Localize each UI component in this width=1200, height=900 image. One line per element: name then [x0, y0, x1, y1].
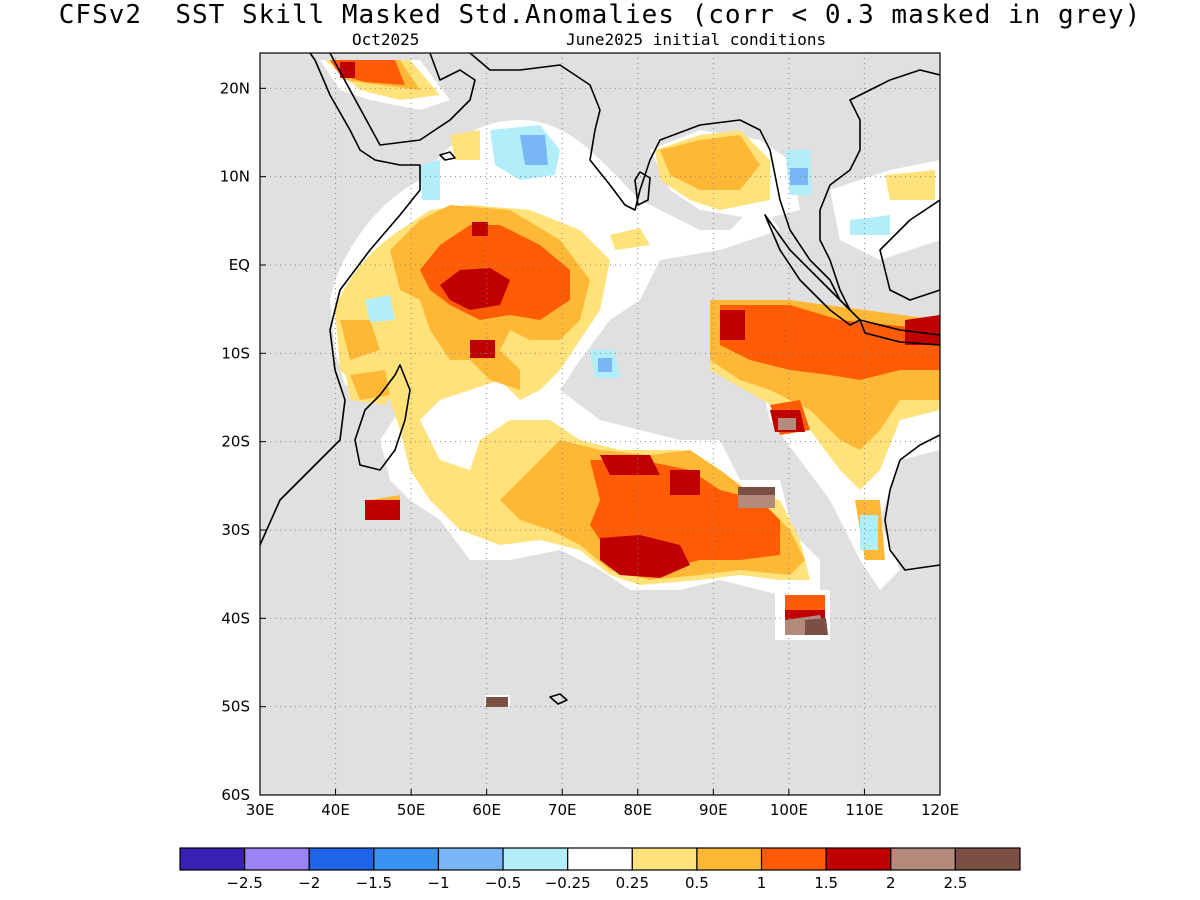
colorbar-swatch [179, 847, 246, 871]
colorbar-label: −1.5 [356, 874, 392, 892]
colorbar-label: −0.5 [485, 874, 521, 892]
lon-tick-label: 100E [770, 801, 808, 819]
very-strong-positive-madagascar [470, 340, 495, 358]
map-plot-area [260, 53, 940, 795]
coastline-madagascar [354, 364, 411, 471]
colorbar-swatch [244, 847, 310, 871]
colorbar-label: 2 [886, 874, 896, 892]
lat-tick-label: 50S [221, 698, 250, 716]
initial-conditions: June2025 initial conditions [566, 30, 827, 49]
strong-positive-indonesia [720, 305, 940, 380]
lon-tick-label: 110E [845, 801, 883, 819]
lat-tick-label: 10N [220, 168, 250, 186]
lat-tick-label: 20S [221, 433, 250, 451]
colorbar-swatch [437, 847, 504, 871]
extreme-positive-east-core [738, 487, 775, 495]
moderate-negative-arabian-sea [520, 135, 548, 165]
very-strong-positive-southwest [365, 500, 400, 520]
coastline-australia [884, 434, 940, 571]
lat-tick-label: 60S [221, 786, 250, 804]
weak-negative-west [365, 295, 395, 322]
coastline-sri-lanka [634, 171, 651, 206]
colorbar-swatch [373, 847, 440, 871]
colorbar-label: −0.25 [545, 874, 591, 892]
map-frame [259, 52, 941, 796]
colorbar-label: 1.5 [814, 874, 838, 892]
coastline-myanmar-malay [774, 69, 940, 311]
very-strong-positive-central [440, 268, 510, 310]
anomaly-over-250-regions [486, 487, 828, 707]
lon-tick-label: 50E [397, 801, 426, 819]
coastline-sumatra [764, 214, 861, 326]
weak-negative-australia-coast [860, 515, 878, 550]
colorbar-label: −2.5 [226, 874, 262, 892]
very-strong-positive-south-3 [670, 470, 700, 495]
colorbar-label: −1 [427, 874, 449, 892]
coastline-arabia [329, 53, 476, 146]
moderate-negative-andaman [790, 168, 808, 185]
coastline-africa [260, 53, 421, 546]
colorbar-swatch [308, 847, 375, 871]
colorbar-swatch [760, 847, 827, 871]
coastline-iran-pakistan [469, 53, 601, 111]
very-strong-positive-south-1 [600, 535, 690, 578]
lon-tick-label: 120E [921, 801, 959, 819]
colorbar-swatch [567, 847, 633, 871]
graticule [260, 53, 940, 795]
colorbar: −2.5 −2 −1.5 −1 −0.5 −0.25 0.25 0.5 1 1.5 2 2.5 [179, 847, 1021, 892]
weak-negative-somali [420, 160, 440, 200]
coastline-borneo [879, 199, 940, 301]
anomaly-150-200-regions [340, 62, 940, 625]
colorbar-swatch [890, 847, 956, 871]
longitude-axis: 30E 40E 50E 60E 70E 80E 90E 100E 110E 120E [246, 789, 959, 819]
coastline-socotra [439, 151, 456, 161]
very-strong-positive-java [905, 315, 940, 345]
colorbar-label: 0.5 [685, 874, 709, 892]
weak-positive-scs-patch [885, 170, 935, 200]
very-strong-positive-north [472, 222, 488, 236]
weak-positive-gulf [450, 130, 480, 160]
colorbar-label: 0.25 [616, 874, 649, 892]
coastlines [260, 53, 940, 705]
map-title: CFSv2 SST Skill Masked Std.Anomalies (co… [58, 0, 1142, 30]
lon-tick-label: 60E [472, 801, 501, 819]
colorbar-swatch [502, 847, 569, 871]
extreme-positive-island [486, 697, 508, 707]
lat-tick-label: 20N [220, 79, 250, 97]
coastline-java [859, 319, 940, 346]
moderate-positive-west [340, 320, 380, 360]
colorbar-label: −2 [298, 874, 320, 892]
anomaly-neg-050-100-regions [520, 135, 808, 372]
colorbar-swatch [696, 847, 763, 871]
latitude-axis: 20N 10N EQ 10S 20S 30S 40S 50S 60S [220, 79, 266, 804]
moderate-negative-central [598, 358, 612, 372]
colorbar-swatch [954, 847, 1021, 871]
colorbar-label: 2.5 [943, 874, 967, 892]
colorbar-swatch [631, 847, 698, 871]
lat-tick-label: 10S [221, 344, 250, 362]
lat-tick-label: 40S [221, 609, 250, 627]
weak-positive-sri-lanka-east [610, 228, 650, 250]
extreme-positive-aus-ring-center [778, 418, 796, 430]
very-strong-positive-sumatra [720, 310, 745, 340]
lon-tick-label: 30E [246, 801, 275, 819]
moderate-positive-madagascar [350, 370, 390, 400]
lat-tick-label: EQ [229, 256, 250, 274]
coastline-kerguelen [549, 693, 568, 705]
very-strong-positive-arabia [340, 62, 355, 78]
lat-tick-label: 30S [221, 521, 250, 539]
very-strong-positive-south-2 [600, 455, 660, 475]
weak-negative-scs [850, 215, 890, 235]
lon-tick-label: 40E [321, 801, 350, 819]
lon-tick-label: 90E [699, 801, 728, 819]
extreme-positive-aus-south-core [805, 618, 828, 635]
forecast-month: Oct2025 [352, 30, 420, 49]
colorbar-label: 1 [757, 874, 767, 892]
lon-tick-label: 80E [623, 801, 652, 819]
colorbar-swatch [825, 847, 892, 871]
lon-tick-label: 70E [548, 801, 577, 819]
